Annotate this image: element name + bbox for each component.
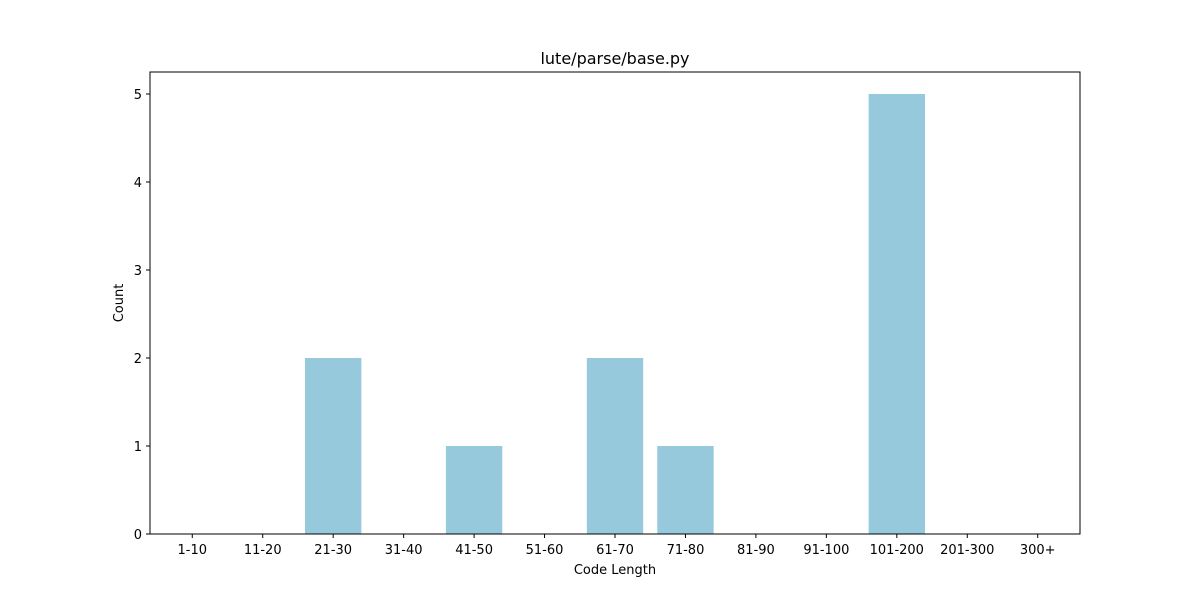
x-tick-label: 21-30 xyxy=(314,543,352,558)
bar-71-80 xyxy=(657,446,714,534)
y-axis-label: Count xyxy=(112,284,127,323)
x-tick-label: 71-80 xyxy=(667,543,705,558)
bar-61-70 xyxy=(586,358,644,534)
x-axis-label: Code Length xyxy=(574,563,656,578)
y-tick-label: 1 xyxy=(134,440,142,455)
y-axis: 0 1 2 3 4 5 xyxy=(134,88,150,543)
y-tick-label: 5 xyxy=(134,88,142,103)
chart-title: lute/parse/base.py xyxy=(540,49,689,68)
x-tick-label: 51-60 xyxy=(526,543,564,558)
y-tick-label: 3 xyxy=(134,264,142,279)
bar-21-30 xyxy=(305,358,362,534)
y-tick-label: 0 xyxy=(134,528,142,543)
x-tick-label: 300+ xyxy=(1020,543,1056,558)
bar-41-50 xyxy=(445,446,503,534)
x-tick-label: 101-200 xyxy=(870,543,924,558)
x-axis: 1-10 11-20 21-30 31-40 41-50 51-60 61-70 71-80 8… xyxy=(178,534,1056,558)
bar-101-200 xyxy=(868,94,925,534)
bars-layer xyxy=(305,94,925,534)
y-tick-label: 2 xyxy=(134,352,142,367)
x-tick-label: 201-300 xyxy=(940,543,994,558)
x-tick-label: 31-40 xyxy=(385,543,423,558)
x-tick-label: 91-100 xyxy=(803,543,849,558)
x-tick-label: 61-70 xyxy=(596,543,634,558)
x-tick-label: 41-50 xyxy=(455,543,493,558)
y-tick-label: 4 xyxy=(134,176,142,191)
x-tick-label: 81-90 xyxy=(737,543,775,558)
x-tick-label: 1-10 xyxy=(178,543,208,558)
x-tick-label: 11-20 xyxy=(244,543,282,558)
